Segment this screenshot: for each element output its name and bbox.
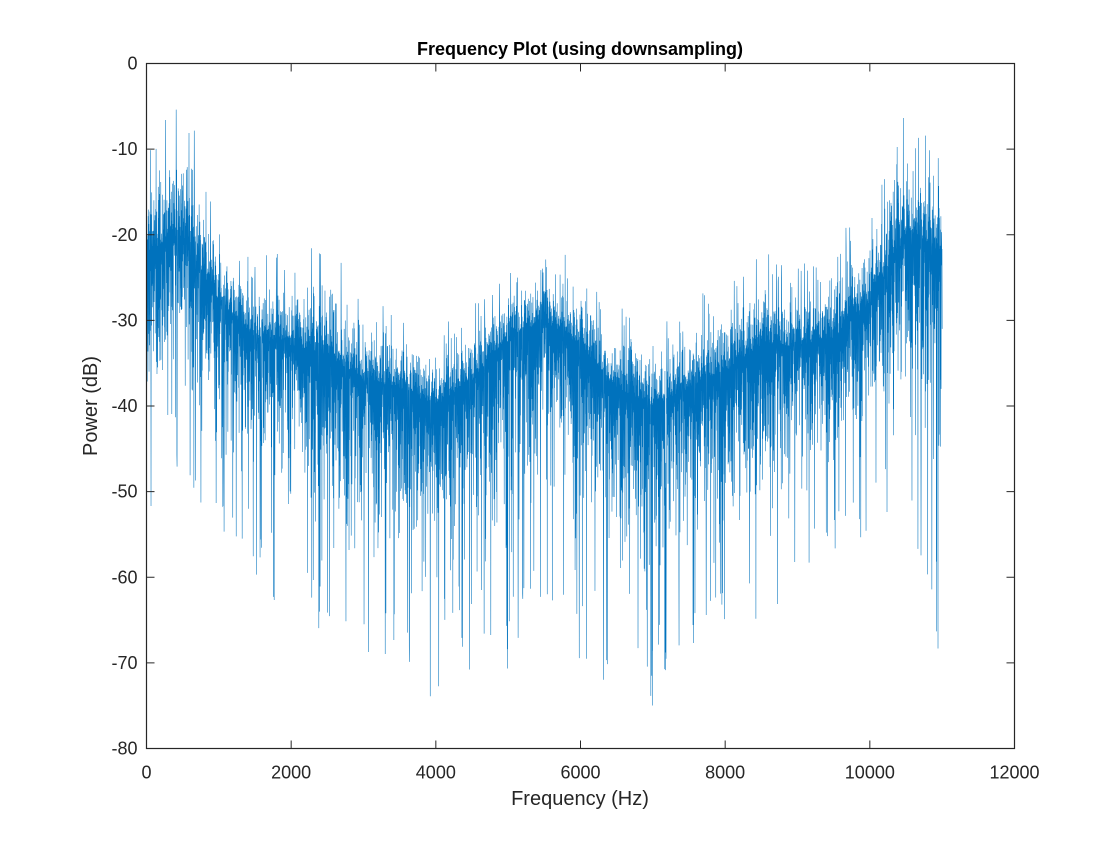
x-tick-label: 10000 [845,763,895,783]
x-tick-label: 0 [141,763,151,783]
y-tick-label: -70 [111,653,137,673]
x-axis-label: Frequency (Hz) [511,788,649,810]
spectrum-series [146,109,943,706]
y-tick-label: -60 [111,567,137,587]
y-tick-label: -30 [111,310,137,330]
x-tick-label: 6000 [560,763,600,783]
y-axis-label: Power (dB) [80,356,102,456]
x-tick-label: 8000 [705,763,745,783]
y-tick-label: -80 [111,739,137,759]
y-tick-label: -10 [111,139,137,159]
x-axis-ticks: 0 2000 4000 6000 8000 10000 12000 [141,63,1040,783]
chart-title: Frequency Plot (using downsampling) [417,39,743,59]
x-tick-label: 12000 [989,763,1039,783]
y-tick-label: -50 [111,482,137,502]
x-tick-label: 4000 [416,763,456,783]
spectrum-line [146,109,943,706]
y-axis-ticks: -80 -70 -60 -50 -40 -30 -20 -10 0 [111,54,1015,759]
x-tick-label: 2000 [271,763,311,783]
y-tick-label: -40 [111,396,137,416]
y-tick-label: 0 [127,54,137,74]
y-tick-label: -20 [111,225,137,245]
